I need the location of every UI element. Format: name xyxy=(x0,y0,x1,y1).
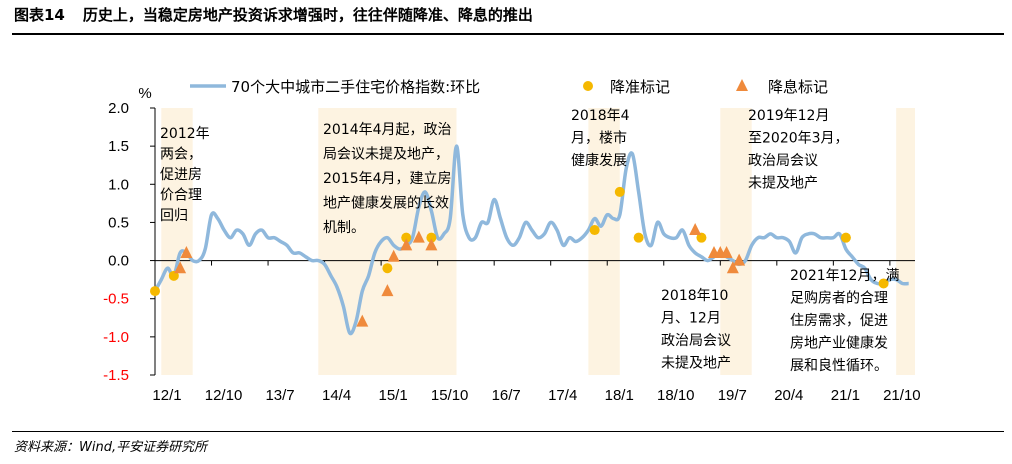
rate-cut-marker xyxy=(387,249,400,262)
annotation-line: 月、12月 xyxy=(661,311,721,327)
x-tick-label: 17/4 xyxy=(548,387,577,404)
rrr-cut-marker xyxy=(426,232,437,243)
y-tick-label: 0.5 xyxy=(108,214,129,231)
rate-cut-marker xyxy=(425,238,438,251)
rate-cut-marker xyxy=(180,245,193,258)
bottom-rule xyxy=(12,431,1004,432)
annotation-line: 2014年4月起，政治 xyxy=(323,122,452,138)
rrr-cut-marker xyxy=(614,186,625,197)
annotation-text: 2018年4 月，楼市健康发展 xyxy=(571,108,630,169)
annotation-line: 地产健康发展的长效 xyxy=(323,195,449,212)
rate-cut-marker xyxy=(733,253,746,266)
rate-cut-marker xyxy=(400,238,413,251)
annotation-line: 价合理 xyxy=(160,188,202,204)
annotation-line: 2015年4月，建立房 xyxy=(323,171,452,187)
source-note: 资料来源：Wind,平安证券研究所 xyxy=(14,440,208,455)
rate-cut-marker xyxy=(689,223,702,236)
policy-period-shade xyxy=(896,108,915,375)
annotation-text: 2014年4月起，政治局会议未提及地产， 2015年4月，建立房地产健康发展的长效… xyxy=(323,122,452,236)
annotation-text: 2012年两会， 促进房价合理回归 xyxy=(160,126,210,224)
legend-line-label: 70个大中城市二手住宅价格指数:环比 xyxy=(231,78,480,96)
price-index-series-line xyxy=(153,144,909,336)
x-tick-label: 21/1 xyxy=(831,387,860,404)
annotation-line: 促进房 xyxy=(160,167,202,183)
rrr-cut-marker xyxy=(150,286,160,297)
y-unit-label: % xyxy=(138,85,151,102)
rrr-cut-marker xyxy=(878,278,889,289)
rate-cut-marker xyxy=(381,284,394,297)
x-tick-label: 16/7 xyxy=(492,387,521,404)
x-tick-label: 15/1 xyxy=(379,387,408,404)
y-tick-label: -1.0 xyxy=(103,329,129,346)
x-tick-label: 14/4 xyxy=(322,387,351,404)
y-tick-label: 0.0 xyxy=(108,253,129,270)
annotation-line: 回归 xyxy=(160,207,188,224)
annotation-line: 两会， xyxy=(160,147,202,163)
annotation-line: 2018年4 xyxy=(571,108,630,124)
figure-label: 图表14 xyxy=(14,6,65,24)
policy-period-shade xyxy=(720,108,752,375)
annotation-line: 政治局会议 xyxy=(748,153,818,169)
x-tick-label: 19/7 xyxy=(718,387,747,404)
annotation-line: 2018年10 xyxy=(661,288,728,304)
annotation-line: 2012年 xyxy=(160,126,210,142)
x-tick-label: 18/10 xyxy=(657,387,695,404)
x-tick-label: 21/10 xyxy=(883,387,921,404)
annotation-line: 房地产业健康发 xyxy=(790,335,888,352)
x-tick-label: 12/1 xyxy=(152,387,181,404)
x-tick-label: 20/4 xyxy=(774,387,803,404)
rrr-cut-marker xyxy=(633,232,644,243)
figure-title: 图表14 历史上，当稳定房地产投资诉求增强时，往往伴随降准、降息的推出 xyxy=(14,4,533,25)
annotation-line: 政治局会议 xyxy=(661,333,731,349)
annotation-line: 至2020年3月， xyxy=(748,131,849,147)
legend-rrr-label: 降准标记 xyxy=(610,78,670,96)
y-tick-label: -1.5 xyxy=(103,367,129,384)
y-tick-label: 2.0 xyxy=(108,100,129,117)
legend-rate-swatch xyxy=(736,79,748,91)
annotation-line: 未提及地产 xyxy=(661,356,731,372)
x-tick-label: 12/10 xyxy=(205,387,243,404)
y-tick-label: 1.5 xyxy=(108,138,129,155)
annotation-line: 展和良性循环。 xyxy=(790,358,888,374)
rrr-cut-marker xyxy=(840,232,851,243)
rrr-cut-marker xyxy=(401,232,412,243)
x-tick-label: 18/1 xyxy=(605,387,634,404)
rate-cut-marker xyxy=(726,261,739,274)
y-tick-label: -0.5 xyxy=(103,291,129,308)
annotation-line: 月，楼市 xyxy=(571,130,627,147)
annotation-text: 2018年10 月、12月政治局会议未提及地产 xyxy=(661,288,731,372)
x-tick-label: 13/7 xyxy=(265,387,294,404)
annotation-line: 足购房者的合理 xyxy=(790,291,888,307)
annotation-line: 机制。 xyxy=(323,220,365,236)
annotation-line: 局会议未提及地产， xyxy=(323,147,449,163)
annotation-line: 健康发展 xyxy=(571,152,627,169)
y-tick-label: 1.0 xyxy=(108,176,129,193)
rate-cut-marker xyxy=(720,245,733,258)
rrr-cut-marker xyxy=(696,232,707,243)
annotation-line: 2019年12月 xyxy=(748,108,829,124)
rrr-cut-marker xyxy=(589,225,600,236)
top-rule xyxy=(12,33,1004,35)
x-tick-label: 15/10 xyxy=(431,387,469,404)
figure-title-text: 历史上，当稳定房地产投资诉求增强时，往往伴随降准、降息的推出 xyxy=(82,6,533,24)
annotation-line: 2021年12月，满 xyxy=(790,268,899,284)
rate-cut-marker xyxy=(174,261,187,274)
rate-cut-marker xyxy=(356,314,369,327)
rrr-cut-marker xyxy=(168,270,179,281)
legend-rrr-swatch xyxy=(583,81,593,91)
policy-period-shade xyxy=(588,108,620,375)
annotation-text: 2019年12月至2020年3月， 政治局会议未提及地产 xyxy=(748,108,849,192)
annotation-line: 住房需求，促进 xyxy=(790,313,888,329)
legend-rate-label: 降息标记 xyxy=(768,78,828,96)
annotation-text: 2021年12月，满足购房者的合理住房需求，促进房地产业健康发展和良性循环。 xyxy=(790,268,899,374)
annotation-line: 未提及地产 xyxy=(748,176,818,192)
rrr-cut-marker xyxy=(382,263,393,274)
policy-period-shade xyxy=(161,108,193,375)
rate-cut-marker xyxy=(412,230,425,243)
